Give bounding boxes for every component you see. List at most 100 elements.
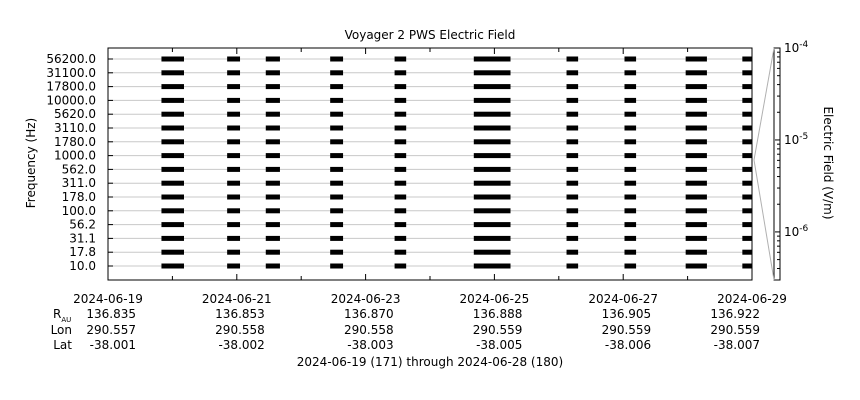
data-burst (566, 222, 579, 228)
data-burst (624, 125, 637, 131)
data-burst (330, 235, 344, 241)
data-burst (566, 235, 579, 241)
colorbar-tick-label: 10-5 (784, 132, 808, 147)
colorbar-tick-base: 10 (784, 133, 799, 147)
data-burst (265, 249, 280, 255)
y-tick-label: 31.1 (69, 231, 96, 245)
data-burst (685, 222, 707, 228)
data-burst (161, 249, 184, 255)
data-burst (265, 222, 280, 228)
data-burst (566, 208, 579, 214)
data-burst (624, 249, 637, 255)
data-burst (265, 208, 280, 214)
ephemeris-lat-value: -38.002 (218, 338, 264, 352)
y-tick-label: 10.0 (69, 259, 96, 273)
colorbar-tick-exponent: -4 (799, 40, 808, 50)
y-tick-label: 17.8 (69, 245, 96, 259)
data-burst (685, 97, 707, 103)
data-burst (394, 263, 407, 269)
data-burst (161, 70, 184, 76)
data-burst (685, 194, 707, 200)
data-burst (685, 263, 707, 269)
ephemeris-rau-label: RAU (53, 307, 71, 324)
data-burst (394, 56, 407, 62)
data-burst (265, 235, 280, 241)
y-tick-label: 1780.0 (54, 135, 96, 149)
data-burst (330, 139, 344, 145)
data-burst (394, 84, 407, 90)
data-burst (473, 139, 511, 145)
data-burst (624, 111, 637, 117)
data-burst (473, 125, 511, 131)
data-burst (624, 208, 637, 214)
ephemeris-lon-value: 290.558 (215, 323, 265, 337)
data-burst (227, 70, 241, 76)
colorbar-tick-base: 10 (784, 225, 799, 239)
data-burst (685, 125, 707, 131)
data-burst (566, 139, 579, 145)
data-burst (265, 70, 280, 76)
data-burst (227, 180, 241, 186)
data-burst (330, 153, 344, 159)
ephemeris-lon-value: 290.558 (344, 323, 394, 337)
data-burst (265, 84, 280, 90)
data-burst (624, 97, 637, 103)
data-burst (265, 153, 280, 159)
ephemeris-lon-value: 290.559 (602, 323, 652, 337)
data-burst (473, 263, 511, 269)
data-burst (473, 84, 511, 90)
ephemeris-lat-value: -38.006 (605, 338, 651, 352)
data-burst (161, 56, 184, 62)
data-burst (227, 125, 241, 131)
ephemeris-rau-value: 136.905 (602, 307, 652, 321)
data-burst (394, 111, 407, 117)
data-burst (394, 194, 407, 200)
x-tick-label: 2024-06-25 (460, 292, 530, 306)
ephemeris-lon-label: Lon (51, 323, 72, 337)
ephemeris-lon-value: 290.559 (473, 323, 523, 337)
y-tick-label: 56.2 (69, 218, 96, 232)
y-tick-label: 17800.0 (46, 80, 96, 94)
ephemeris-rau-value: 136.888 (473, 307, 523, 321)
data-burst (685, 166, 707, 172)
data-burst (566, 194, 579, 200)
y-tick-label: 562.0 (62, 162, 96, 176)
x-tick-label: 2024-06-21 (202, 292, 272, 306)
data-burst (227, 208, 241, 214)
data-burst (161, 166, 184, 172)
data-burst (473, 153, 511, 159)
data-burst (473, 70, 511, 76)
data-burst (265, 194, 280, 200)
data-burst (330, 249, 344, 255)
data-burst (161, 125, 184, 131)
data-burst (330, 97, 344, 103)
plot-frame (107, 47, 753, 281)
data-burst (473, 235, 511, 241)
data-burst (227, 194, 241, 200)
data-burst (265, 139, 280, 145)
data-burst (685, 139, 707, 145)
data-burst (685, 56, 707, 62)
ephemeris-lat-value: -38.005 (476, 338, 522, 352)
data-burst (566, 180, 579, 186)
data-burst (330, 194, 344, 200)
data-burst (624, 263, 637, 269)
colorbar-tick-exponent: -5 (799, 132, 808, 142)
data-burst (685, 235, 707, 241)
data-burst (473, 208, 511, 214)
data-burst (330, 222, 344, 228)
ephemeris-lat-value: -38.003 (347, 338, 393, 352)
colorbar-label: Electric Field (V/m) (821, 106, 835, 219)
data-burst (330, 84, 344, 90)
data-burst (685, 111, 707, 117)
data-burst (394, 235, 407, 241)
x-tick-label: 2024-06-29 (717, 292, 787, 306)
data-burst (394, 208, 407, 214)
data-burst (330, 208, 344, 214)
colorbar-tick-base: 10 (784, 41, 799, 55)
data-burst (685, 70, 707, 76)
data-burst (161, 222, 184, 228)
data-burst (161, 180, 184, 186)
data-burst (394, 97, 407, 103)
